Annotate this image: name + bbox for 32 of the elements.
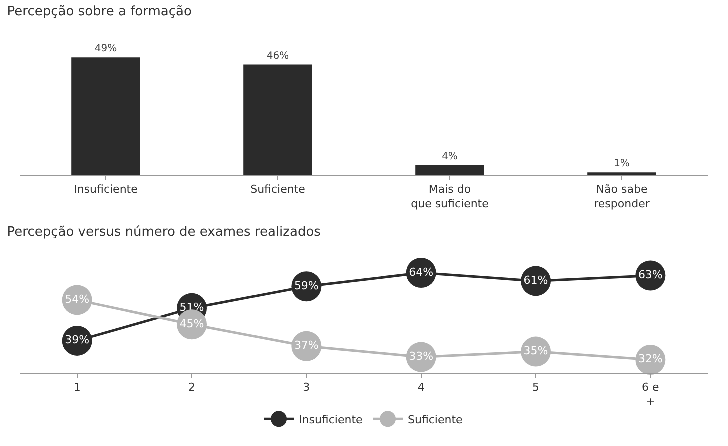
- data-label: 32%: [638, 352, 663, 366]
- data-label: 59%: [294, 279, 319, 292]
- x-tick-label: 2: [188, 381, 196, 394]
- legend-label: Insuficiente: [299, 413, 364, 426]
- data-label: 39%: [65, 334, 90, 347]
- data-label: 1%: [614, 158, 630, 170]
- legend-label: Suficiente: [408, 413, 464, 426]
- data-label: 63%: [638, 268, 663, 282]
- x-tick-label: 5: [532, 381, 540, 394]
- data-label: 61%: [524, 274, 548, 287]
- data-label: 46%: [266, 50, 290, 62]
- data-label: 49%: [94, 44, 118, 55]
- bar: [244, 64, 312, 175]
- data-label: 35%: [524, 344, 548, 358]
- data-label: 4%: [442, 151, 458, 162]
- x-tick-label: Insuficiente: [74, 183, 138, 196]
- bar: [416, 165, 484, 175]
- data-label: 54%: [65, 292, 90, 306]
- bar: [72, 58, 140, 175]
- x-tick-label: 3: [303, 381, 310, 394]
- x-tick-label: 4: [418, 381, 425, 394]
- x-tick-label: Suficiente: [250, 183, 306, 196]
- data-label: 64%: [409, 266, 434, 279]
- chart-title: Percepção sobre a formação: [7, 4, 192, 20]
- x-tick-label: Mais do que suficiente: [411, 183, 490, 210]
- data-label: 33%: [409, 350, 434, 363]
- x-tick-label: 6 e +: [642, 381, 660, 408]
- data-label: 45%: [180, 317, 204, 330]
- chart-title: Percepção versus número de exames realizados: [7, 224, 322, 240]
- x-tick-label: 1: [74, 381, 81, 394]
- x-tick-label: Não sabe responder: [594, 183, 650, 210]
- data-label: 37%: [294, 339, 319, 352]
